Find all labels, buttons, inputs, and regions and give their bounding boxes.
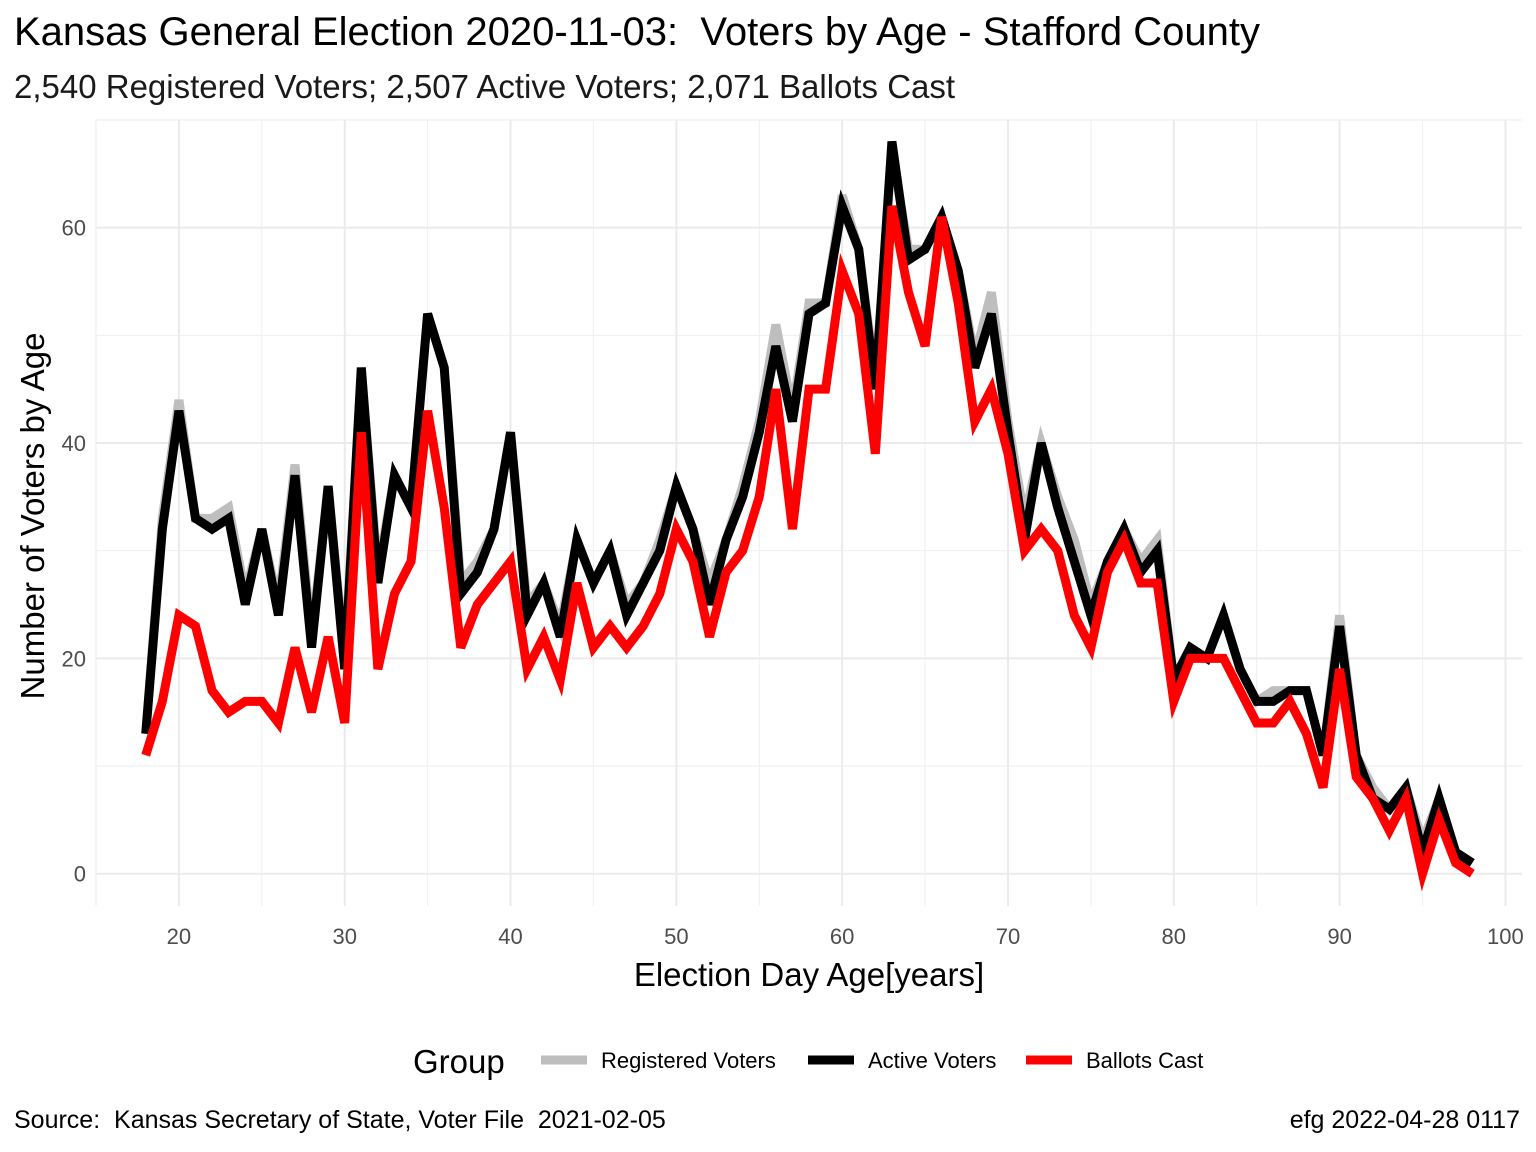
y-tick-label: 40: [62, 431, 86, 456]
y-axis-title: Number of Voters by Age: [14, 333, 51, 700]
y-tick-labels: 0 20 40 60: [62, 216, 86, 887]
x-tick-label: 90: [1327, 924, 1351, 949]
timestamp-caption: efg 2022-04-28 0117: [1289, 1106, 1520, 1134]
source-caption: Source: Kansas Secretary of State, Voter…: [14, 1106, 666, 1134]
x-tick-labels: 20 30 40 50 60 70 80 90 100: [167, 924, 1524, 949]
legend-label: Active Voters: [868, 1048, 996, 1073]
x-tick-label: 40: [498, 924, 522, 949]
x-tick-label: 70: [996, 924, 1020, 949]
x-axis-title: Election Day Age[years]: [634, 956, 984, 993]
x-tick-label: 60: [830, 924, 854, 949]
series-line-active-voters: [141, 140, 1475, 869]
legend-label: Ballots Cast: [1086, 1048, 1203, 1073]
chart-title: Kansas General Election 2020-11-03: Vote…: [14, 10, 1260, 54]
x-tick-label: 100: [1487, 924, 1524, 949]
grid-lines: [95, 119, 1522, 906]
legend-label: Registered Voters: [601, 1048, 776, 1073]
series-lines: [141, 140, 1475, 892]
legend: Group Registered Voters Active Voters Ball…: [413, 1043, 1203, 1080]
x-tick-label: 30: [332, 924, 356, 949]
y-tick-label: 0: [74, 862, 86, 887]
y-tick-label: 60: [62, 216, 86, 241]
series-line-ballots-cast: [141, 205, 1475, 892]
chart-subtitle: 2,540 Registered Voters; 2,507 Active Vo…: [14, 68, 956, 105]
x-tick-label: 50: [664, 924, 688, 949]
y-tick-label: 20: [62, 646, 86, 671]
x-tick-label: 20: [167, 924, 191, 949]
legend-title: Group: [413, 1043, 505, 1080]
x-tick-label: 80: [1162, 924, 1186, 949]
